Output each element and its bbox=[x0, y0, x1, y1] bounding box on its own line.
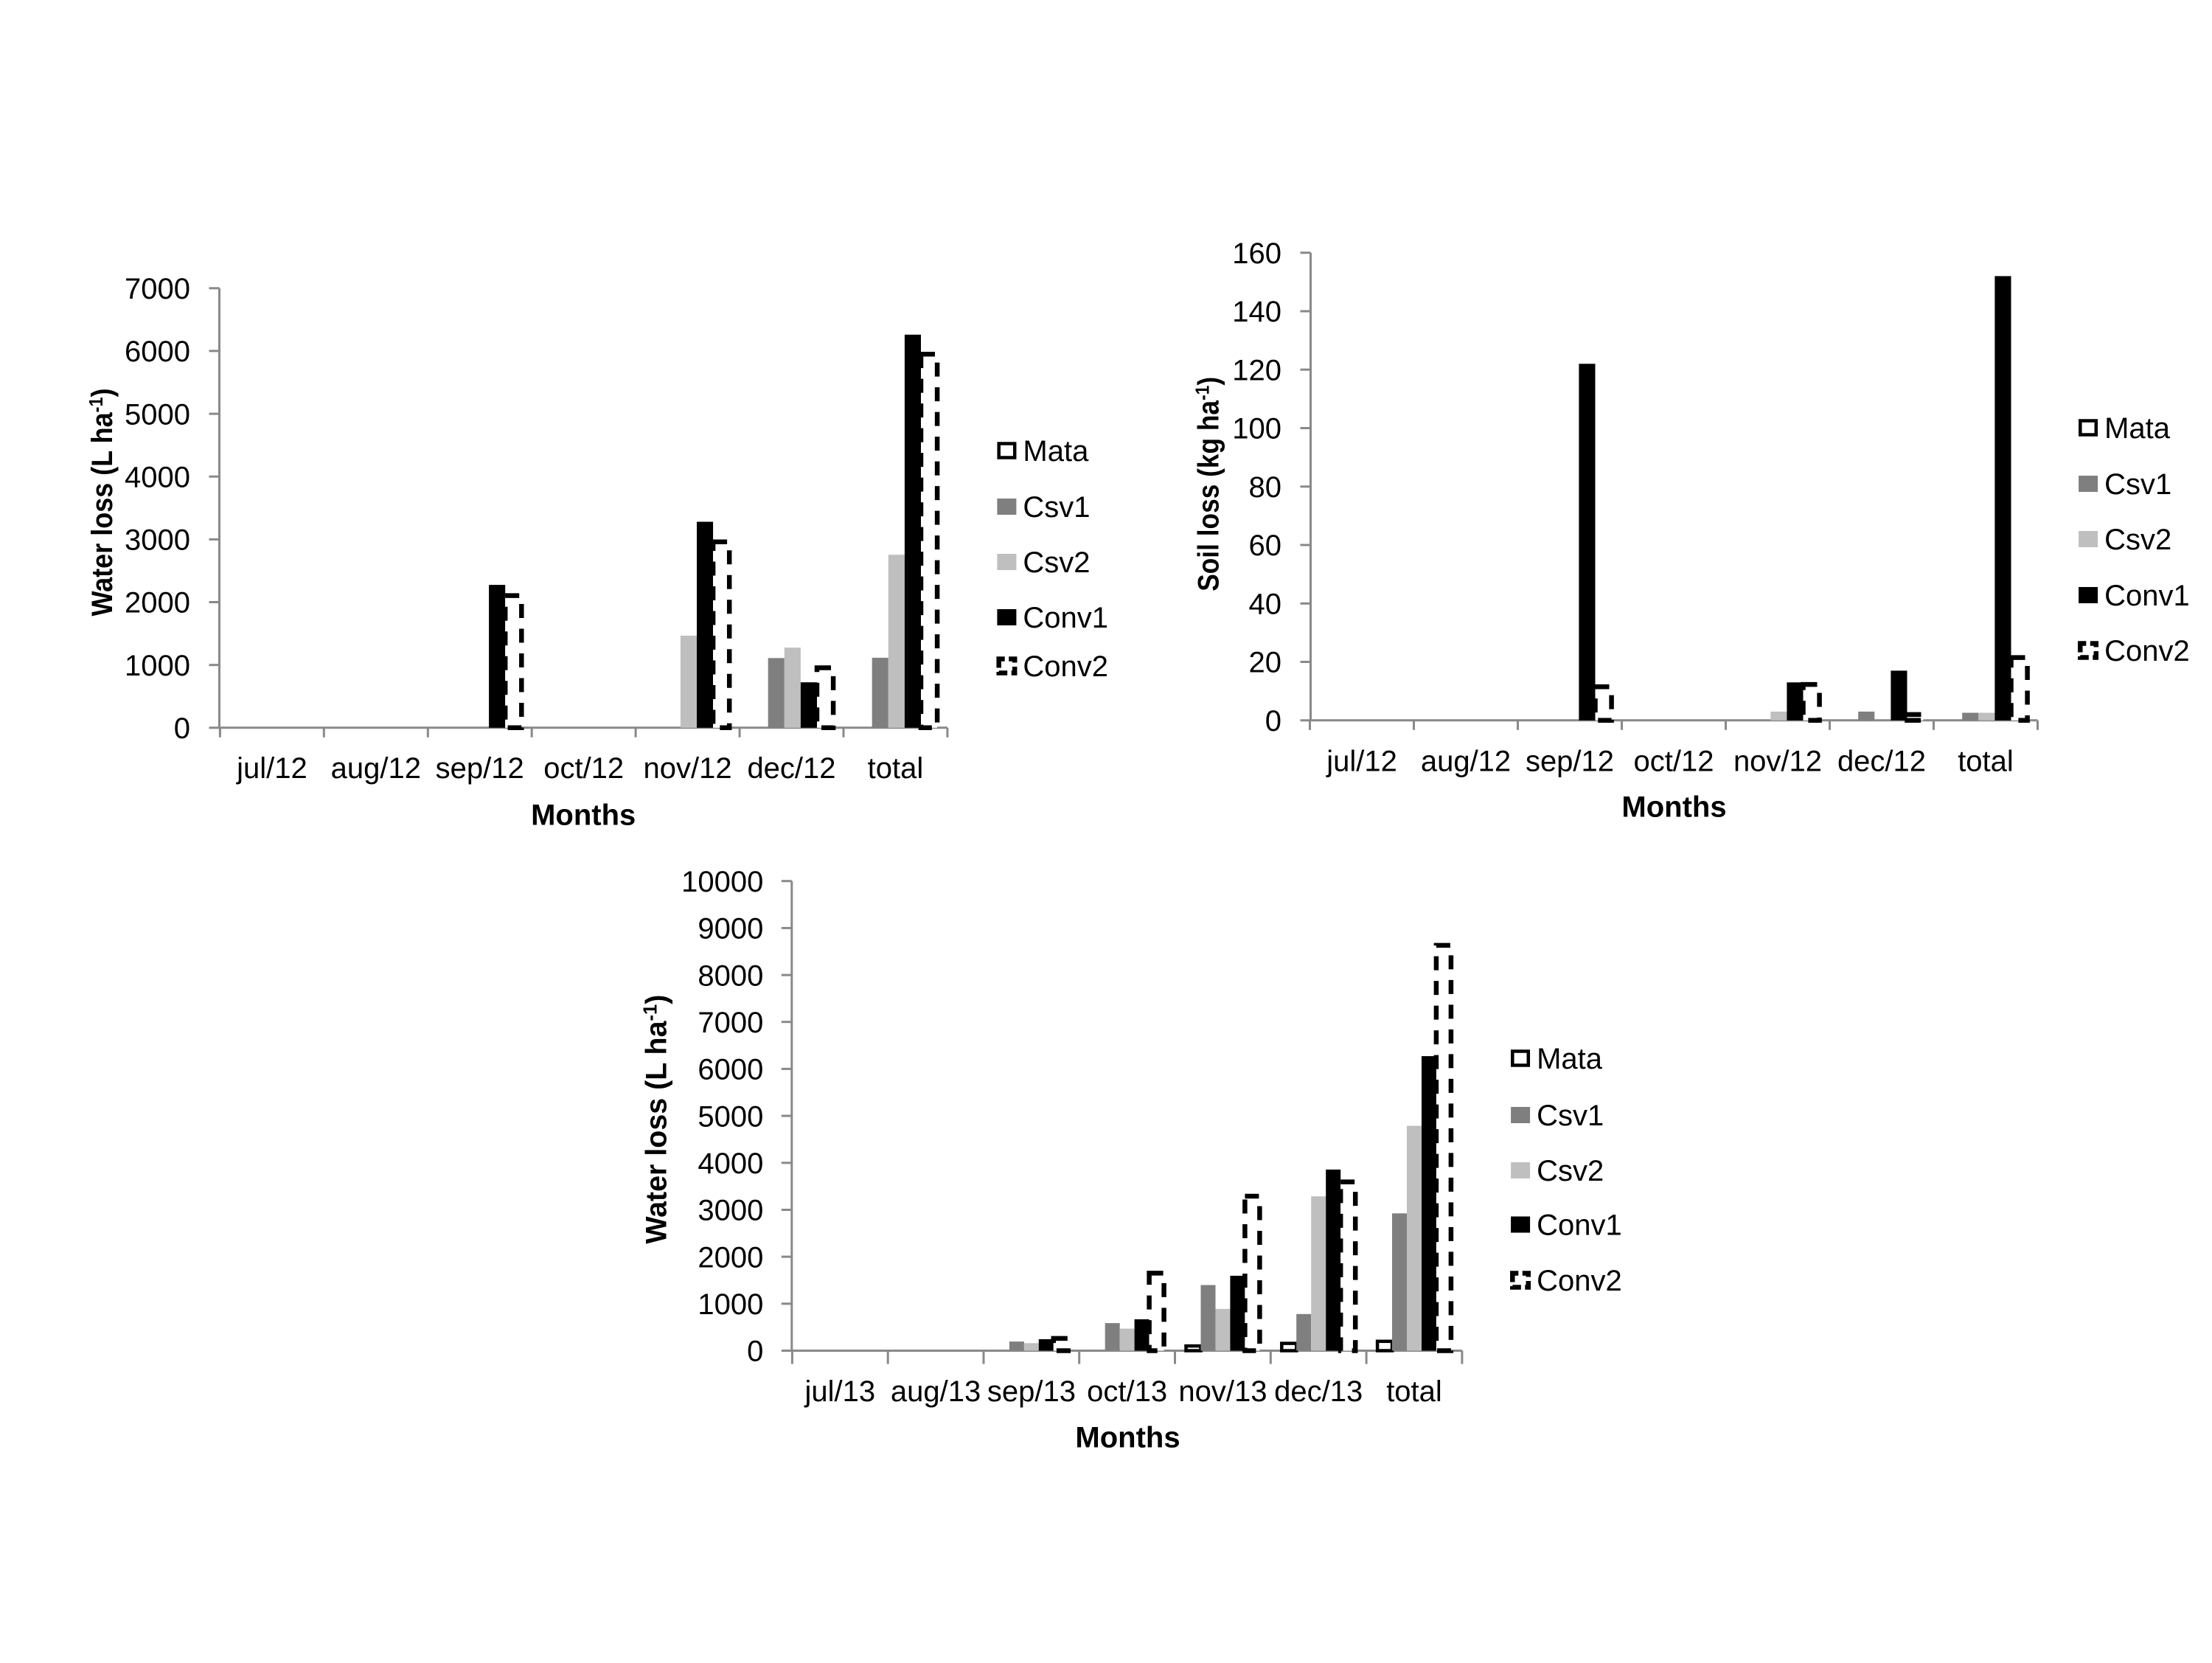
svg-text:oct/12: oct/12 bbox=[1634, 746, 1714, 778]
svg-text:Csv2: Csv2 bbox=[2104, 524, 2171, 556]
svg-text:80: 80 bbox=[1249, 471, 1282, 504]
svg-text:dec/12: dec/12 bbox=[747, 752, 835, 785]
svg-text:0: 0 bbox=[174, 712, 190, 745]
svg-text:Conv2: Conv2 bbox=[2104, 635, 2190, 667]
svg-text:jul/13: jul/13 bbox=[804, 1375, 875, 1408]
svg-text:10000: 10000 bbox=[681, 866, 763, 898]
svg-text:4000: 4000 bbox=[125, 461, 190, 493]
svg-text:1000: 1000 bbox=[698, 1288, 763, 1321]
svg-text:sep/12: sep/12 bbox=[1526, 746, 1614, 778]
svg-text:100: 100 bbox=[1232, 413, 1281, 445]
svg-text:9000: 9000 bbox=[698, 913, 763, 945]
svg-text:nov/12: nov/12 bbox=[1733, 746, 1822, 778]
svg-text:Csv1: Csv1 bbox=[2104, 468, 2171, 501]
svg-text:3000: 3000 bbox=[698, 1195, 763, 1227]
svg-text:oct/12: oct/12 bbox=[543, 752, 624, 785]
svg-text:Months: Months bbox=[531, 799, 636, 832]
svg-text:total: total bbox=[1386, 1375, 1442, 1408]
svg-text:1000: 1000 bbox=[125, 650, 190, 682]
svg-text:Mata: Mata bbox=[1023, 435, 1089, 468]
svg-text:total: total bbox=[1958, 746, 2014, 778]
svg-text:Conv1: Conv1 bbox=[2104, 580, 2190, 612]
svg-text:Conv2: Conv2 bbox=[1537, 1265, 1622, 1297]
svg-text:aug/13: aug/13 bbox=[891, 1375, 981, 1408]
svg-text:Csv2: Csv2 bbox=[1537, 1155, 1604, 1187]
svg-text:3000: 3000 bbox=[125, 524, 190, 557]
svg-text:60: 60 bbox=[1249, 530, 1282, 562]
svg-text:6000: 6000 bbox=[698, 1054, 763, 1086]
svg-text:aug/12: aug/12 bbox=[1421, 746, 1511, 778]
svg-text:Csv2: Csv2 bbox=[1023, 546, 1090, 579]
svg-text:2000: 2000 bbox=[125, 587, 190, 619]
svg-text:Conv2: Conv2 bbox=[1023, 650, 1108, 683]
svg-text:40: 40 bbox=[1249, 589, 1282, 621]
svg-text:Csv1: Csv1 bbox=[1023, 491, 1090, 524]
svg-text:7000: 7000 bbox=[125, 273, 190, 305]
svg-text:Conv1: Conv1 bbox=[1537, 1209, 1622, 1242]
svg-text:4000: 4000 bbox=[698, 1148, 763, 1180]
svg-text:2000: 2000 bbox=[698, 1241, 763, 1274]
svg-text:160: 160 bbox=[1232, 237, 1281, 270]
svg-text:20: 20 bbox=[1249, 647, 1282, 679]
svg-text:dec/13: dec/13 bbox=[1274, 1375, 1363, 1408]
svg-text:Mata: Mata bbox=[2104, 412, 2171, 445]
svg-text:7000: 7000 bbox=[698, 1007, 763, 1039]
svg-text:Mata: Mata bbox=[1537, 1043, 1603, 1075]
svg-text:5000: 5000 bbox=[125, 398, 190, 431]
svg-text:8000: 8000 bbox=[698, 959, 763, 992]
svg-text:120: 120 bbox=[1232, 354, 1281, 386]
svg-text:6000: 6000 bbox=[125, 336, 190, 368]
svg-text:dec/12: dec/12 bbox=[1837, 746, 1926, 778]
svg-text:Conv1: Conv1 bbox=[1023, 602, 1108, 634]
svg-text:5000: 5000 bbox=[698, 1100, 763, 1133]
svg-text:jul/12: jul/12 bbox=[236, 752, 307, 785]
svg-text:sep/12: sep/12 bbox=[436, 752, 524, 785]
svg-text:0: 0 bbox=[1265, 705, 1281, 737]
svg-text:Water loss (L ha-1): Water loss (L ha-1) bbox=[639, 995, 673, 1244]
svg-text:sep/13: sep/13 bbox=[987, 1375, 1076, 1408]
svg-text:Months: Months bbox=[1621, 791, 1726, 824]
svg-text:Water loss (L ha-1): Water loss (L ha-1) bbox=[85, 389, 119, 617]
svg-text:jul/12: jul/12 bbox=[1326, 746, 1397, 778]
svg-text:nov/12: nov/12 bbox=[644, 752, 732, 785]
svg-text:oct/13: oct/13 bbox=[1087, 1375, 1167, 1408]
svg-text:Months: Months bbox=[1075, 1421, 1180, 1454]
svg-text:Csv1: Csv1 bbox=[1537, 1100, 1604, 1132]
svg-text:total: total bbox=[868, 752, 924, 785]
svg-text:140: 140 bbox=[1232, 296, 1281, 328]
svg-text:0: 0 bbox=[747, 1336, 763, 1368]
svg-text:Soil loss (kg ha-1): Soil loss (kg ha-1) bbox=[1192, 377, 1225, 591]
svg-text:nov/13: nov/13 bbox=[1178, 1375, 1267, 1408]
svg-text:aug/12: aug/12 bbox=[331, 752, 421, 785]
